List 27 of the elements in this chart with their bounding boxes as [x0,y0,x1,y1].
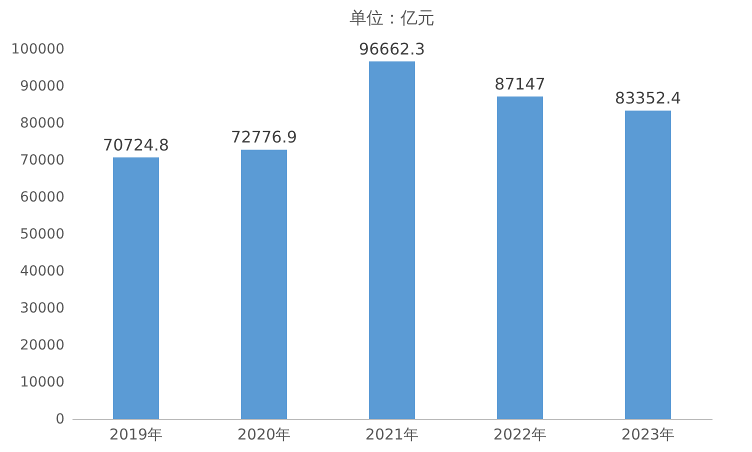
y-tick-label: 80000 [20,116,64,132]
x-tick-label: 2021年 [365,426,419,444]
chart-title: 单位：亿元 [350,8,434,28]
x-tick-label: 2022年 [493,426,547,444]
y-tick-label: 70000 [20,152,64,168]
y-tick-label: 50000 [20,226,64,242]
y-tick-label: 20000 [20,338,64,354]
y-tick-label: 40000 [20,264,64,280]
y-tick-label: 30000 [20,300,64,316]
x-tick-label: 2023年 [621,426,675,444]
bar [496,96,544,419]
bar [624,110,672,419]
y-tick-label: 0 [56,412,64,428]
x-tick-label: 2020年 [237,426,291,444]
data-label: 83352.4 [614,88,682,108]
y-tick-label: 90000 [20,78,64,94]
bar [240,150,288,419]
data-label: 87147 [494,74,546,94]
x-tick-label: 2019年 [109,426,163,444]
y-tick-label: 100000 [11,42,64,58]
y-tick-label: 10000 [20,374,64,390]
data-label: 96662.3 [358,39,426,58]
data-label: 70724.8 [102,135,170,154]
data-label: 72776.9 [230,128,298,147]
bar [112,157,160,419]
y-tick-label: 60000 [20,190,64,206]
bar [368,61,416,419]
